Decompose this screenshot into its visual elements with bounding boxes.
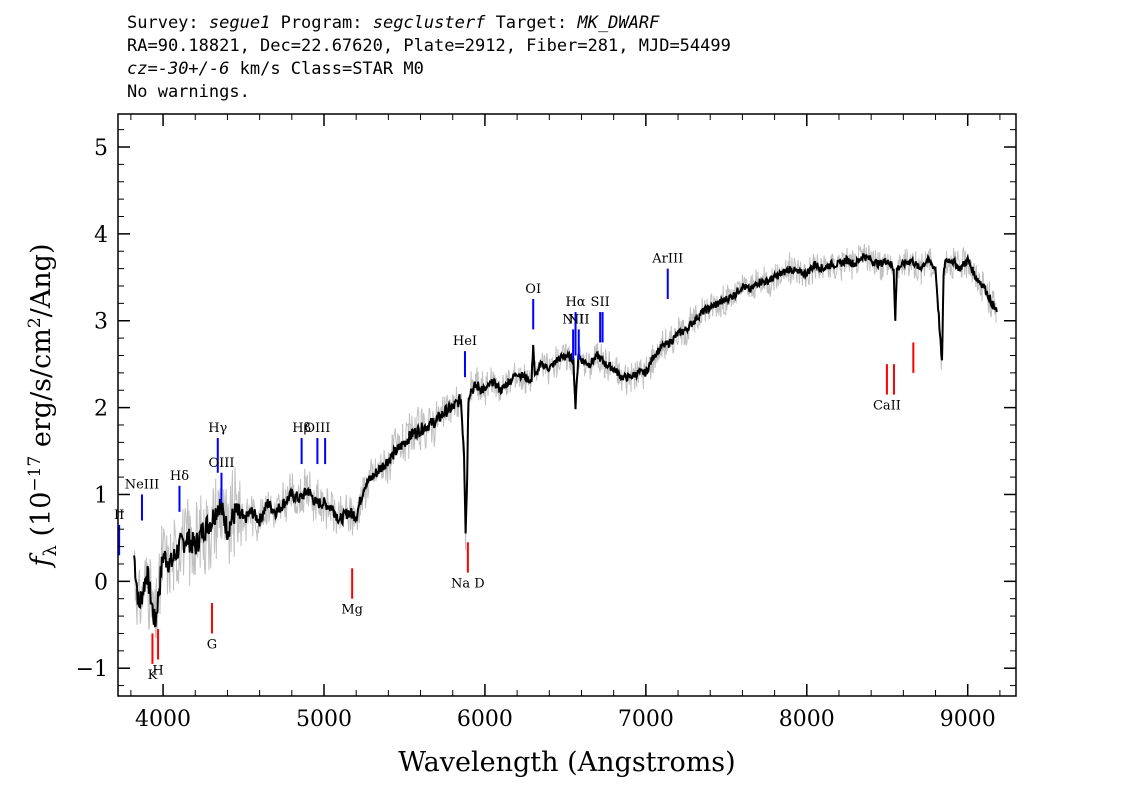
- emission-line-label: NeIII: [125, 477, 159, 492]
- program-label: Program:: [280, 13, 363, 33]
- flux-spectrum: [133, 253, 998, 628]
- y-axis-title: fλ (10−17 erg/s/cm2/Ang): [25, 244, 61, 569]
- emission-line-label: Hδ: [170, 469, 189, 484]
- emission-line-label: Hβ: [292, 421, 311, 436]
- emission-line-label: ArIII: [651, 252, 683, 267]
- x-axis-title: Wavelength (Angstroms): [398, 747, 735, 778]
- absorption-line-label: Mg: [341, 603, 363, 618]
- x-tick-label: 9000: [940, 707, 996, 732]
- y-tick-label: 4: [94, 223, 108, 248]
- cz-label: cz: [127, 59, 148, 79]
- absorption-line-label: CaII: [873, 399, 901, 414]
- axis-ticks: 4000 5000 6000 7000 8000 9000 −1 0 1 2 3 4 5: [76, 114, 1016, 732]
- y-tick-label: 0: [94, 570, 108, 595]
- emission-line-label: OI: [525, 282, 541, 297]
- y-tick-label: −1: [76, 657, 108, 682]
- emission-line-label: HeI: [453, 334, 477, 349]
- cz-value: =-30+/-6: [147, 59, 230, 79]
- x-tick-label: 7000: [618, 707, 674, 732]
- absorption-line-label: G: [207, 637, 217, 652]
- x-tick-label: 8000: [779, 707, 835, 732]
- plot-frame: [117, 113, 1017, 697]
- header-line-2: RA=90.18821, Dec=22.67620, Plate=2912, F…: [127, 36, 731, 56]
- emission-line-label: NII: [568, 312, 590, 327]
- y-tick-label: 3: [94, 310, 108, 335]
- program-value: segclusterf: [372, 13, 486, 33]
- survey-value: segue1: [208, 13, 271, 33]
- y-tick-label: 5: [94, 136, 108, 161]
- emission-line-label: Hγ: [208, 421, 227, 436]
- emission-line-label: NII: [562, 312, 584, 327]
- absorption-line-label: Na D: [451, 577, 485, 592]
- survey-label: Survey:: [127, 13, 199, 33]
- x-tick-label: 6000: [457, 707, 513, 732]
- absorption-line-label: K: [148, 668, 158, 683]
- y-tick-label: 1: [94, 483, 108, 508]
- flux-layer: [133, 253, 998, 628]
- x-tick-label: 5000: [296, 707, 352, 732]
- emission-line-label: Hα: [565, 295, 585, 310]
- emission-line-label: SII: [591, 295, 610, 310]
- cz-rest: km/s Class=STAR M0: [229, 59, 424, 79]
- absorption-line-label: H: [152, 664, 163, 679]
- y-tick-label: 2: [94, 397, 108, 422]
- emission-line-label: OIII: [304, 421, 330, 436]
- target-value: MK_DWARF: [577, 13, 660, 33]
- target-label: Target:: [495, 13, 568, 33]
- header-line-4: No warnings.: [127, 82, 250, 102]
- emission-line-label: II: [114, 508, 124, 523]
- header-line-3: cz=-30+/-6 km/s Class=STAR M0: [127, 58, 424, 81]
- x-tick-label: 4000: [135, 707, 191, 732]
- line-markers: IINeIIIHδHγOIIIHβOIIIHeIOINIIHαNIISIIArI…: [114, 252, 915, 683]
- header-line-1: Survey: segue1 Program: segclusterf Targ…: [127, 12, 659, 35]
- emission-line-label: OIII: [208, 456, 234, 471]
